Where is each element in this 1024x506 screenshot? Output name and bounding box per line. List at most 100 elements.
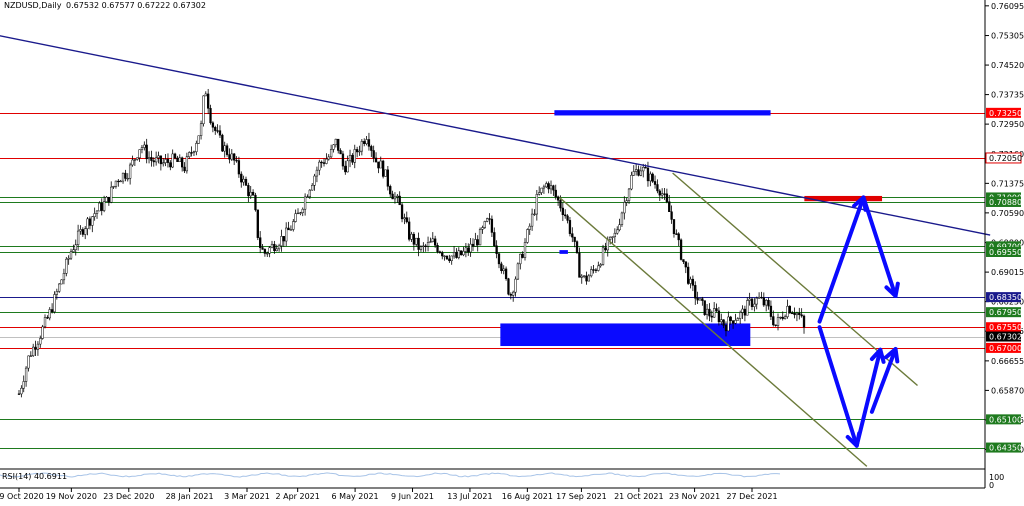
candle-body <box>750 298 754 307</box>
candle-body <box>438 251 442 253</box>
candle-body <box>457 250 460 258</box>
candle-body <box>285 227 288 242</box>
candle-body <box>277 245 281 250</box>
candle-body <box>410 233 413 240</box>
trendline-channel-lower[interactable] <box>558 196 868 467</box>
level-label-box <box>986 442 1021 453</box>
level-label-0.68350: 0.68350 <box>989 293 1022 302</box>
candle-body <box>731 320 735 324</box>
candle-body <box>237 160 241 175</box>
arrow-down-from-resistance <box>861 195 898 298</box>
candle-body <box>261 247 264 250</box>
candle-body <box>386 169 390 187</box>
candle-body <box>774 324 777 326</box>
candle-body <box>74 244 77 250</box>
candle-body <box>783 316 787 319</box>
candle-body <box>530 213 534 227</box>
candle-body <box>493 232 496 247</box>
candle-body <box>67 257 70 260</box>
candle-body <box>566 215 569 221</box>
candle-body <box>791 312 794 315</box>
candle-body <box>136 157 139 160</box>
candle-body <box>713 308 716 318</box>
candle-body <box>91 216 94 226</box>
candle-body <box>249 191 252 197</box>
candle-body <box>460 250 463 256</box>
candle-body <box>301 208 304 213</box>
rsi-line <box>0 472 781 478</box>
candle-body <box>755 297 758 305</box>
candle-body <box>519 253 522 265</box>
candle-body <box>152 160 155 163</box>
candle-body <box>296 212 300 215</box>
candle-body <box>443 255 446 258</box>
candle-body <box>211 122 215 128</box>
candle-body <box>634 169 638 172</box>
candle-body <box>32 346 35 357</box>
y-tick-label: 0.75305 <box>991 32 1024 41</box>
candle-body <box>50 309 54 313</box>
arrow-up-to-channel <box>854 347 883 448</box>
x-tick-label: 21 Oct 2021 <box>614 492 663 501</box>
candle-body <box>88 218 92 226</box>
candle-body <box>171 153 174 168</box>
candle-body <box>256 209 259 238</box>
candle-body <box>658 190 661 196</box>
candle-body <box>715 308 718 312</box>
candle-body <box>398 195 401 206</box>
candles <box>17 88 806 398</box>
candle-body <box>384 169 387 177</box>
candle-body <box>209 108 212 124</box>
candle-body <box>760 296 763 299</box>
candle-body <box>417 237 420 250</box>
candle-body <box>247 185 250 197</box>
candle-body <box>545 183 548 188</box>
candle-body <box>233 153 236 161</box>
trendline-long-downtrend[interactable] <box>0 30 991 236</box>
candle-body <box>131 159 134 166</box>
candle-body <box>483 221 486 228</box>
candle-body <box>389 186 392 195</box>
plot-background <box>0 0 985 502</box>
candle-body <box>143 144 146 148</box>
zone-upper-blue <box>554 110 771 116</box>
candle-body <box>412 233 416 245</box>
level-label-0.67550: 0.67550 <box>989 323 1022 332</box>
candle-body <box>240 173 243 183</box>
candle-body <box>538 192 541 195</box>
candle-body <box>464 247 468 252</box>
candle-body <box>370 146 373 151</box>
trendline-channel-upper[interactable] <box>672 172 918 387</box>
level-labels: 0.732500.720500.710000.708800.697000.695… <box>985 107 1022 453</box>
candle-body <box>502 268 505 272</box>
candle-body <box>800 314 803 317</box>
candle-body <box>592 269 595 271</box>
candle-body <box>126 177 129 180</box>
candle-body <box>573 236 576 242</box>
candle-body <box>121 172 125 182</box>
candle-body <box>769 305 773 317</box>
candle-body <box>703 300 706 315</box>
candle-body <box>119 180 122 183</box>
candle-body <box>204 93 207 97</box>
candle-body <box>166 159 170 163</box>
candle-body <box>405 217 408 223</box>
candle-body <box>114 180 118 187</box>
candle-body <box>22 381 25 389</box>
rsi-level-100: 100 <box>989 473 1004 482</box>
candle-body <box>207 93 210 109</box>
candle-body <box>776 317 780 326</box>
candle-body <box>128 164 132 179</box>
candle-body <box>360 141 364 152</box>
candle-body <box>434 238 437 246</box>
level-label-box <box>986 246 1021 257</box>
candle-body <box>620 212 624 225</box>
candle-body <box>590 269 593 277</box>
y-tick-label: 0.68230 <box>991 298 1024 307</box>
candle-body <box>497 253 501 265</box>
candle-body <box>587 275 590 282</box>
candle-body <box>616 229 619 234</box>
rsi-pane <box>0 472 781 478</box>
